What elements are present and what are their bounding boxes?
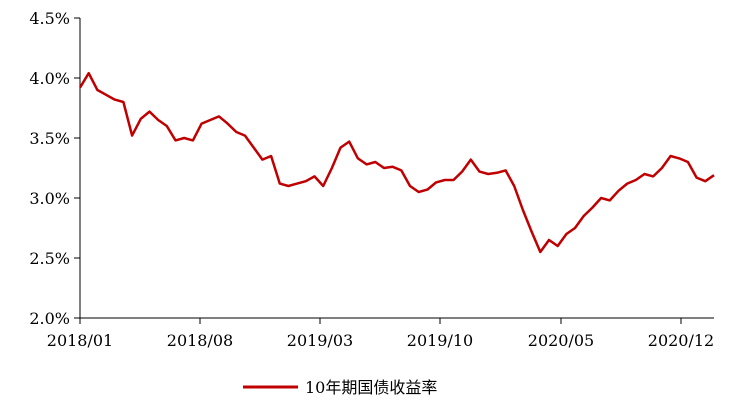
y-tick-label: 4.5%	[29, 9, 70, 28]
y-tick-label: 3.5%	[29, 129, 70, 148]
series-line-10y-yield	[78, 71, 715, 254]
y-tick-label: 4.0%	[29, 69, 70, 88]
y-axis-ticks: 2.0% 2.5% 3.0% 3.5% 4.0% 4.5%	[29, 9, 80, 328]
x-axis-ticks: 2018/01 2018/08 2019/03 2019/10 2020/05 2020/…	[47, 318, 714, 350]
y-tick-label: 2.5%	[29, 249, 70, 268]
legend-label: 10年期国债收益率	[305, 378, 437, 397]
y-tick-label: 3.0%	[29, 189, 70, 208]
x-tick-label: 2019/03	[287, 331, 353, 350]
x-tick-label: 2019/10	[407, 331, 473, 350]
y-tick-label: 2.0%	[29, 309, 70, 328]
legend: 10年期国债收益率	[243, 378, 437, 397]
x-tick-label: 2018/01	[47, 331, 113, 350]
x-tick-label: 2018/08	[167, 331, 233, 350]
x-tick-label: 2020/12	[648, 331, 714, 350]
x-tick-label: 2020/05	[528, 331, 594, 350]
